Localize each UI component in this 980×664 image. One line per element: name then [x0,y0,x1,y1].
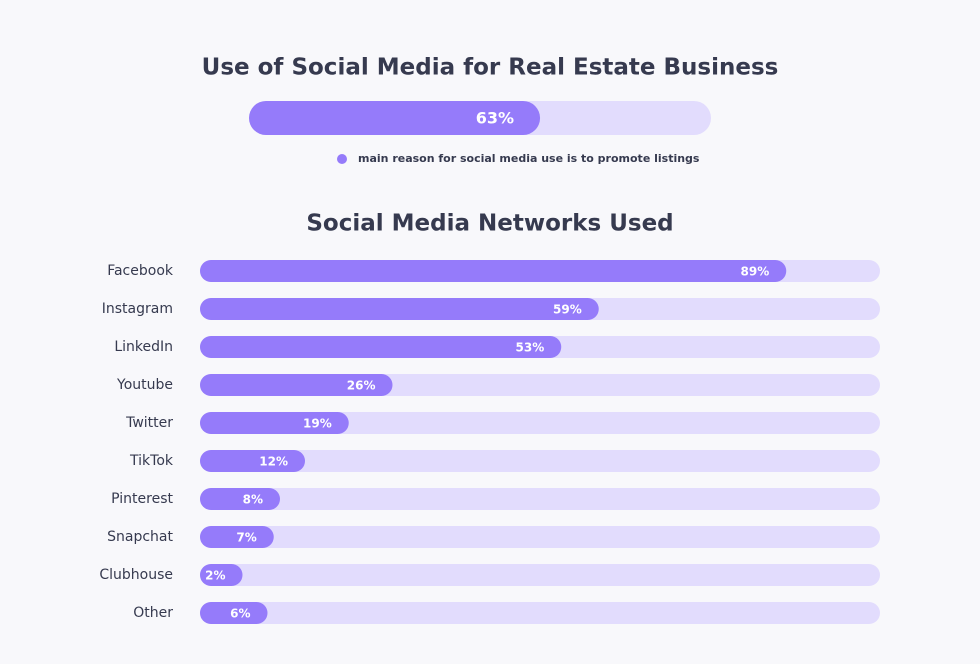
value-label: 2% [205,569,225,583]
category-label: Other [133,605,173,621]
bar [200,488,280,510]
track [200,564,880,586]
category-label: Twitter [125,415,173,431]
value-label: 63% [476,109,514,128]
category-label: Instagram [102,301,173,317]
bar [200,260,787,282]
category-label: Facebook [107,263,174,279]
bar [200,298,599,320]
bar [200,602,268,624]
bar [200,336,562,358]
category-label: LinkedIn [114,339,173,355]
value-label: 19% [303,417,332,431]
chart-title: Use of Social Media for Real Estate Busi… [202,55,779,81]
value-label: 8% [243,493,263,507]
bar [249,101,541,135]
value-label: 7% [236,531,256,545]
bar [200,564,243,586]
legend-marker [337,154,347,164]
bar [200,412,349,434]
track [200,412,880,434]
value-label: 26% [347,379,376,393]
bar [200,450,305,472]
track [200,602,880,624]
value-label: 89% [741,265,770,279]
category-label: Pinterest [111,491,173,507]
track [200,488,880,510]
legend-label: main reason for social media use is to p… [358,152,700,165]
category-label: Clubhouse [99,567,173,583]
category-label: Snapchat [107,529,173,545]
track [200,526,880,548]
bar [200,526,274,548]
value-label: 6% [230,607,250,621]
category-label: TikTok [129,453,174,469]
value-label: 12% [259,455,288,469]
value-label: 59% [553,303,582,317]
track [200,450,880,472]
category-label: Youtube [116,377,173,393]
chart-title: Social Media Networks Used [306,211,673,237]
bar [200,374,393,396]
value-label: 53% [516,341,545,355]
